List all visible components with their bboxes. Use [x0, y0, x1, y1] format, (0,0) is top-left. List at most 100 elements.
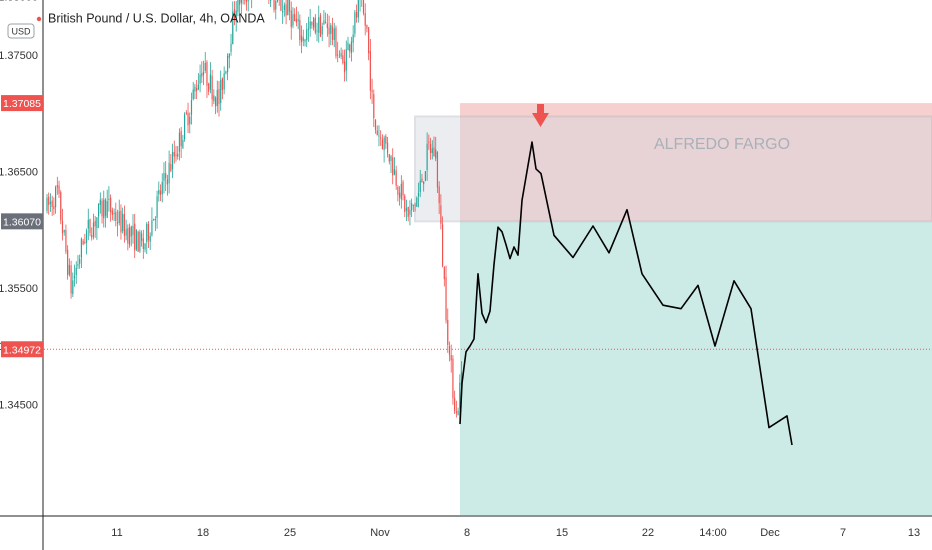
- chart-title[interactable]: British Pound / U.S. Dollar, 4h, OANDA: [48, 12, 265, 26]
- candle: [185, 110, 187, 116]
- candle: [144, 242, 146, 253]
- candle: [450, 344, 452, 373]
- candle: [151, 207, 153, 237]
- candle: [457, 407, 459, 416]
- candle: [85, 228, 88, 255]
- candle: [82, 238, 84, 246]
- candle: [104, 198, 107, 228]
- candle: [321, 22, 323, 42]
- candle: [376, 125, 378, 136]
- candle: [381, 134, 383, 150]
- time-tick-label: Nov: [370, 527, 390, 539]
- candle: [362, 0, 365, 16]
- candle: [202, 60, 205, 86]
- candle: [230, 33, 232, 56]
- candle: [429, 137, 432, 160]
- candle: [350, 36, 353, 62]
- candle: [311, 21, 313, 29]
- candle: [208, 82, 210, 96]
- time-tick-label: 18: [197, 527, 209, 539]
- candle: [125, 219, 127, 241]
- candle: [182, 134, 184, 149]
- candle: [328, 15, 330, 48]
- candle: [213, 89, 215, 104]
- candle: [294, 8, 296, 22]
- symbol-dot-icon: [36, 16, 42, 22]
- take-profit-zone[interactable]: [460, 221, 932, 515]
- candle: [108, 186, 110, 212]
- candle: [282, 0, 284, 24]
- candle: [393, 157, 396, 176]
- candle: [113, 208, 115, 222]
- candle: [156, 190, 158, 229]
- time-axis-ticks: 11 18 25 Nov 8 15 22 14:00 Dec 7 13: [111, 527, 920, 539]
- candle: [168, 150, 170, 194]
- candle: [237, 0, 239, 16]
- currency-badge[interactable]: [7, 23, 35, 39]
- projection-path[interactable]: [459, 141, 793, 446]
- candle: [333, 22, 335, 48]
- time-tick-label: 11: [111, 527, 122, 539]
- candle: [392, 148, 394, 185]
- time-tick-label: 14:00: [699, 527, 727, 539]
- currency-label: USD: [11, 27, 31, 37]
- price-axis-panel[interactable]: [0, 0, 43, 550]
- candle: [204, 51, 206, 74]
- candle: [285, 0, 287, 25]
- candle: [99, 192, 101, 214]
- candle: [416, 196, 418, 207]
- candle: [68, 258, 70, 277]
- candle: [414, 202, 416, 212]
- candle: [206, 60, 208, 98]
- candle: [299, 14, 301, 46]
- price-tick-label: 1.36500: [0, 166, 38, 178]
- candle: [433, 136, 435, 157]
- candle: [276, 0, 279, 3]
- candle: [135, 229, 138, 252]
- candle: [53, 197, 55, 216]
- price-badge[interactable]: 1.34972: [1, 341, 43, 358]
- candle: [79, 254, 81, 269]
- candle: [440, 194, 442, 230]
- candle: [56, 176, 58, 195]
- candle: [244, 0, 246, 5]
- candle: [132, 214, 134, 244]
- range-rectangle[interactable]: [414, 115, 932, 223]
- candle: [194, 83, 196, 100]
- candle: [290, 1, 292, 40]
- candle: [233, 1, 236, 26]
- candle: [177, 146, 179, 160]
- candle: [295, 6, 297, 27]
- candle: [139, 229, 141, 253]
- candle: [270, 0, 272, 7]
- candle: [75, 261, 77, 284]
- candle: [173, 140, 175, 164]
- candle: [98, 203, 100, 229]
- candle: [77, 255, 79, 269]
- candle: [352, 25, 354, 53]
- candle: [307, 16, 310, 42]
- candle: [201, 61, 203, 83]
- candle: [111, 207, 113, 221]
- price-badge[interactable]: 1.36070: [1, 213, 43, 230]
- candle: [390, 155, 392, 174]
- candle: [197, 73, 199, 91]
- candle: [400, 175, 402, 209]
- candle: [371, 78, 373, 104]
- candle: [288, 0, 291, 21]
- candle: [63, 229, 65, 236]
- candle: [67, 245, 69, 280]
- candle: [165, 161, 167, 192]
- candle: [369, 38, 371, 100]
- candle: [178, 128, 181, 161]
- candle: [51, 195, 53, 217]
- price-badge[interactable]: 1.37085: [1, 95, 43, 112]
- candle: [343, 49, 346, 82]
- candle: [158, 181, 160, 202]
- candle: [94, 215, 96, 238]
- projection-layer: [459, 141, 793, 446]
- candle: [220, 70, 222, 111]
- candle: [388, 153, 390, 165]
- candle: [380, 130, 382, 146]
